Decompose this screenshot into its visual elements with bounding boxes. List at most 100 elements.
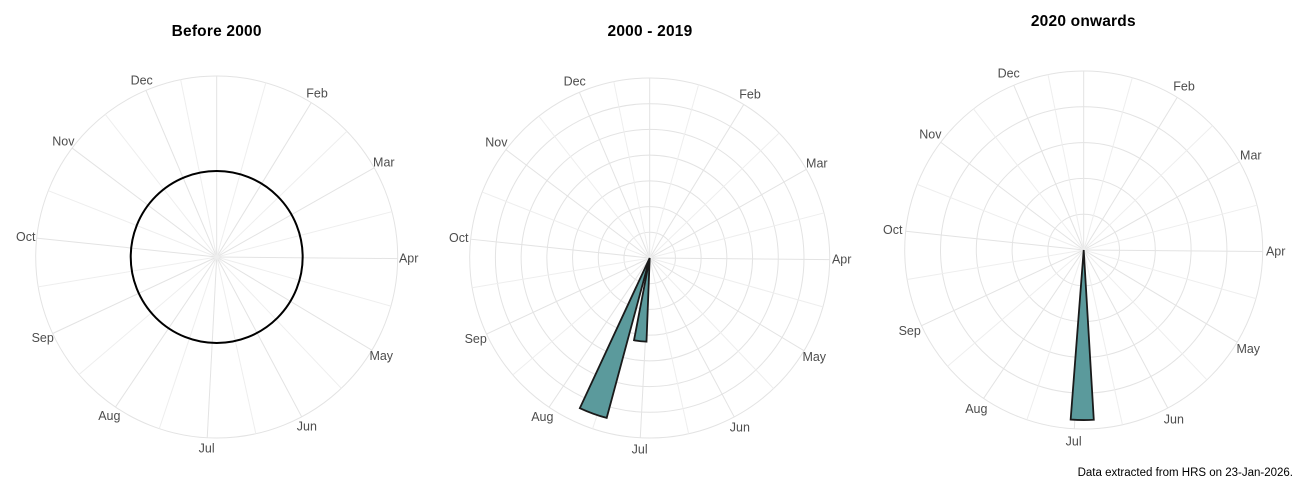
month-label: Jun (297, 420, 317, 434)
grid-spoke-minor (1083, 249, 1256, 300)
grid-spoke-minor (158, 256, 218, 429)
grid-spoke-major (982, 249, 1084, 399)
grid-spoke-minor (649, 84, 700, 259)
grid-spoke-minor (78, 256, 218, 375)
data-wedge (578, 257, 651, 420)
grid-spoke-major (115, 256, 218, 408)
grid-spoke-minor (180, 79, 218, 258)
grid-spoke-major (649, 168, 807, 259)
grid-spoke-major (905, 230, 1084, 251)
month-label: Jun (730, 421, 750, 435)
grid-spoke-minor (512, 257, 651, 376)
grid-spoke-minor (216, 256, 257, 434)
month-label: Jul (199, 442, 215, 456)
month-label: Nov (486, 135, 509, 149)
chart-title-2000-2019: 2000 - 2019 (607, 23, 693, 40)
month-label: Aug (98, 409, 120, 423)
grid-spoke-minor (216, 211, 393, 258)
month-label: Sep (32, 331, 54, 345)
grid-spoke-minor (538, 115, 651, 259)
grid-spoke-major (216, 167, 375, 258)
grid-spoke-minor (946, 249, 1084, 367)
grid-spoke-major (470, 238, 651, 259)
grid-spoke-minor (1083, 204, 1257, 251)
polar-chart-2020-onwards: Feb Mar Apr May Jun Jul Aug Sep Oct Nov Dec (883, 66, 1285, 448)
grid-spoke-minor (613, 81, 651, 259)
month-label: Jun (1163, 413, 1183, 427)
polar-chart-2000-2019: Feb Mar Apr May Jun Jul Aug Sep Oct Nov Dec (449, 74, 851, 457)
grid-spoke-major (486, 257, 651, 335)
grid-spoke-minor (1083, 125, 1213, 251)
month-label: Mar (373, 155, 395, 169)
grid-spoke-minor (104, 114, 218, 258)
grid-spoke-major (71, 147, 217, 258)
grid-spoke-major (216, 256, 303, 418)
grid-spoke-major (1082, 249, 1168, 409)
month-label: Feb (306, 86, 328, 100)
grid-spoke-minor (649, 132, 780, 259)
grid-spoke-major (650, 257, 831, 261)
grid-spoke-major (649, 257, 735, 418)
grid-spoke-minor (216, 130, 348, 258)
month-label: Dec (997, 66, 1019, 80)
grid-spoke-major (548, 257, 651, 408)
grid-spoke-minor (649, 257, 824, 308)
grid-spoke-minor (649, 257, 775, 389)
grid-spoke-minor (216, 256, 342, 389)
grid-spoke-minor (216, 256, 392, 307)
month-label: Sep (465, 332, 487, 346)
grid-spoke-major (36, 237, 217, 258)
grid-spoke-major (206, 256, 218, 438)
month-label: Aug (532, 410, 554, 424)
month-label: Mar (806, 156, 828, 170)
month-label: May (1236, 342, 1260, 356)
grid-spoke-major (649, 104, 745, 259)
month-label: Mar (1240, 148, 1262, 162)
grid-spoke-minor (1047, 74, 1084, 251)
grid-spoke-minor (482, 191, 651, 259)
grid-spoke-major (1082, 97, 1178, 251)
month-label: Apr (399, 252, 418, 266)
month-label: Feb (1173, 79, 1195, 93)
grid-spoke-major (216, 256, 398, 260)
grid-spoke-minor (38, 256, 217, 288)
grid-spoke-major (52, 256, 217, 334)
grid-spoke-major (649, 257, 805, 352)
grid-spoke-minor (649, 212, 825, 259)
month-label: Sep (898, 324, 920, 338)
data-wedge (1069, 249, 1095, 421)
grid-spoke-major (1083, 249, 1238, 343)
grid-spoke-major (1083, 161, 1240, 251)
polar-chart-before-2000: Feb Mar Apr May Jun Jul Aug Sep Oct Nov Dec (16, 73, 418, 456)
month-label: Dec (131, 73, 153, 87)
chart-title-before-2000: Before 2000 (171, 23, 262, 40)
grid-spoke-minor (216, 82, 267, 258)
grid-spoke-minor (1082, 249, 1207, 381)
month-label: Nov (52, 134, 75, 148)
grid-spoke-major (216, 102, 312, 258)
month-label: Feb (740, 87, 762, 101)
grid-spoke-major (1012, 85, 1084, 251)
month-label: May (369, 349, 393, 363)
grid-spoke-major (940, 141, 1084, 251)
data-wedge (633, 257, 651, 343)
month-label: Aug (965, 402, 987, 416)
uniform-circle-series (129, 170, 304, 344)
month-label: Apr (832, 253, 851, 267)
chart-title-2020-onwards: 2020 onwards (1030, 13, 1136, 30)
grid-spoke-minor (48, 190, 217, 258)
grid-spoke-minor (1026, 249, 1084, 420)
month-label: Apr (1266, 245, 1285, 259)
grid-spoke-minor (916, 183, 1084, 251)
month-label: Jul (632, 443, 648, 457)
month-label: Nov (919, 127, 942, 141)
month-label: Oct (16, 230, 36, 244)
grid-spoke-major (1083, 249, 1263, 253)
grid-spoke-major (579, 92, 651, 259)
grid-spoke-major (920, 249, 1084, 327)
grid-spoke-minor (472, 257, 651, 289)
grid-spoke-major (145, 90, 218, 258)
month-label: Oct (883, 223, 903, 237)
figure-caption: Data extracted from HRS on 23-Jan-2026. (1077, 467, 1293, 479)
